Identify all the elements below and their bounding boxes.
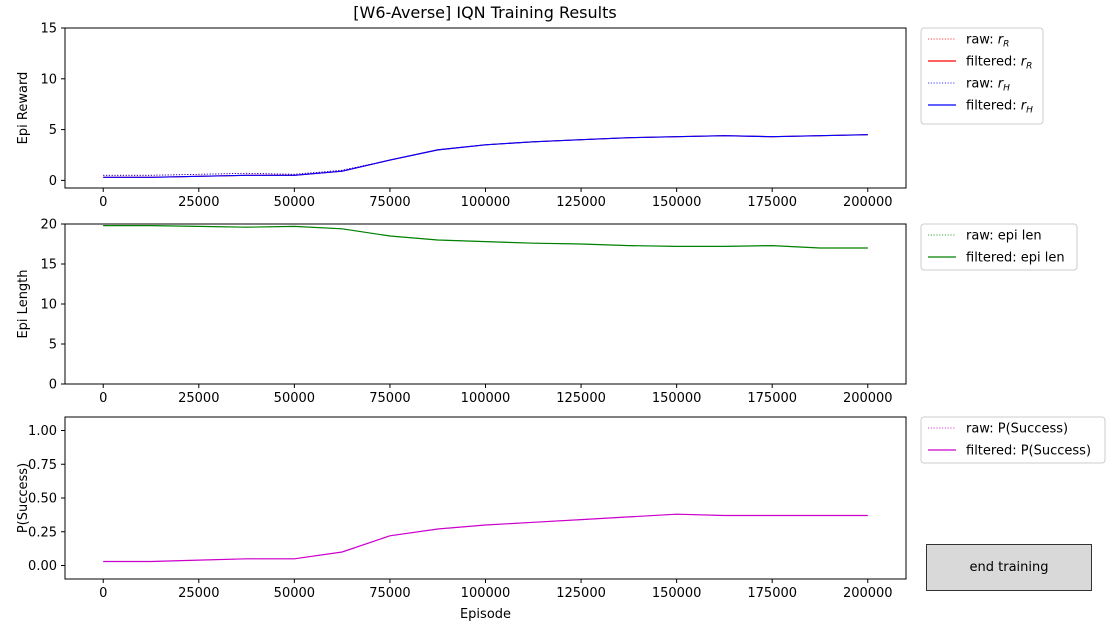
legend: raw: epi len filtered: epi len [920,223,1078,271]
y-tick-label: 5 [49,338,57,353]
x-tick-label: 150000 [652,586,702,601]
x-tick-label: 150000 [652,391,702,406]
y-tick-label: 0.00 [28,559,57,574]
legend-label-0: raw: P(Success) [966,422,1068,437]
legend-label-3: filtered: rH [966,99,1033,116]
x-tick-label: 200000 [843,195,893,210]
legend-label-sub: H [1003,84,1010,94]
x-axis-label: Episode [460,607,511,622]
legend-label-main: raw: P(Success) [966,422,1068,437]
legend-label-main: raw: epi len [966,229,1042,244]
legend-box [920,416,1106,464]
series-line-0-0 [103,134,868,176]
legend-label-main: filtered: epi len [966,251,1065,266]
axes-frame [64,416,907,580]
x-tick-label: 50000 [274,391,315,406]
legend-label-main: filtered: P(Success) [966,444,1091,459]
x-tick-label: 100000 [461,586,511,601]
axes-frame [64,223,907,385]
figure-title: [W6-Averse] IQN Training Results [353,3,616,22]
end-training-button[interactable]: end training [926,544,1092,591]
legend-label-1: filtered: P(Success) [966,444,1091,459]
y-tick-label: 0 [49,378,57,393]
x-tick-label: 125000 [556,586,606,601]
x-tick-label: 200000 [843,391,893,406]
legend-label-var: r [1021,55,1028,70]
axes-frame [64,27,907,189]
x-tick-label: 75000 [369,391,410,406]
chart-panel-2: 0 25000 50000 75000 100000 125000 150000 175000… [16,416,1106,622]
x-tick-label: 0 [99,391,107,406]
legend-box [920,27,1044,125]
legend-label-sub: H [1026,106,1033,116]
y-tick-label: 5 [49,123,57,138]
x-tick-label: 200000 [843,586,893,601]
chart-panel-0: 0 25000 50000 75000 100000 125000 150000 175000… [16,22,1044,210]
x-tick-label: 100000 [461,195,511,210]
y-tick-label: 10 [40,72,57,87]
x-tick-label: 175000 [747,391,797,406]
x-tick-label: 25000 [178,195,219,210]
x-tick-label: 125000 [556,391,606,406]
series-line-1-1 [103,225,868,249]
y-tick-label: 15 [40,258,57,273]
y-tick-label: 15 [40,22,57,37]
x-tick-label: 0 [99,586,107,601]
plot-area [103,513,868,563]
x-tick-label: 75000 [369,195,410,210]
legend-label-main: raw: [966,77,998,92]
legend-box [920,223,1078,271]
y-tick-label: 0.75 [28,458,57,473]
y-tick-label: 0.50 [28,492,57,507]
y-axis-label: Epi Length [16,269,31,338]
plot-area [103,225,868,249]
y-tick-label: 20 [40,218,57,233]
x-tick-label: 25000 [178,391,219,406]
legend-label-main: raw: [966,33,998,48]
legend-label-2: raw: rH [966,77,1010,94]
legend-label-main: filtered: [966,55,1021,70]
chart-panel-1: 0 25000 50000 75000 100000 125000 150000 175000… [16,218,1078,406]
legend-label-0: raw: rR [966,33,1009,50]
series-line-1-0 [103,225,868,249]
x-tick-label: 150000 [652,195,702,210]
x-tick-label: 175000 [747,195,797,210]
legend-label-0: raw: epi len [966,229,1042,244]
legend-label-1: filtered: epi len [966,251,1065,266]
x-tick-label: 100000 [461,391,511,406]
y-axis-label: Epi Reward [16,72,31,145]
legend-label-var: r [998,33,1005,48]
x-tick-label: 125000 [556,195,606,210]
x-tick-label: 50000 [274,586,315,601]
y-tick-label: 0 [49,174,57,189]
x-tick-label: 75000 [369,586,410,601]
legend: raw: P(Success) filtered: P(Success) [920,416,1106,464]
legend-label-var: r [998,77,1005,92]
y-axis-label: P(Success) [16,463,31,533]
y-tick-label: 1.00 [28,424,57,439]
x-tick-label: 0 [99,195,107,210]
series-line-0-1 [103,134,868,178]
plot-area [103,134,868,178]
series-line-2-0 [103,513,868,562]
series-line-0-3 [103,134,868,178]
series-line-0-2 [103,134,868,176]
legend-label-1: filtered: rR [966,55,1032,72]
series-line-2-1 [103,513,868,563]
x-tick-label: 50000 [274,195,315,210]
legend-label-var: r [1021,99,1028,114]
y-tick-label: 0.25 [28,525,57,540]
legend-label-sub: R [1003,40,1009,50]
x-tick-label: 25000 [178,586,219,601]
x-tick-label: 175000 [747,586,797,601]
legend-label-main: filtered: [966,99,1021,114]
y-tick-label: 10 [40,298,57,313]
legend-label-sub: R [1026,62,1032,72]
